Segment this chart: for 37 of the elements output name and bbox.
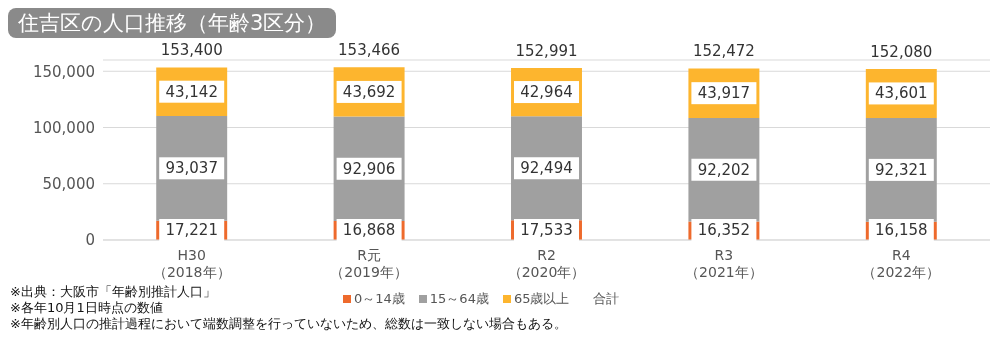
data-label: 92,321	[875, 160, 928, 179]
data-label: 16,158	[875, 221, 928, 239]
total-label: 152,080	[870, 42, 933, 61]
total-label: 152,991	[515, 41, 578, 60]
x-tick-label: R2（2020年）	[507, 247, 586, 280]
data-label: 92,906	[342, 159, 396, 178]
chart-title: 住吉区の人口推移（年齢3区分）	[8, 8, 337, 38]
text: ※各年10月1日時点の数値	[10, 300, 163, 315]
data-label: 17,533	[520, 221, 573, 239]
x-tick-label: R3（2021年）	[685, 247, 763, 280]
legend-label: 65歳以上	[512, 290, 570, 308]
y-tick-label: 150,000	[32, 62, 95, 81]
data-label: 93,037	[165, 159, 218, 178]
x-tick-label: R元（2019年）	[330, 247, 408, 280]
legend-label: 0～14歳	[353, 290, 405, 308]
data-label: 43,692	[342, 82, 396, 101]
data-label: 17,221	[165, 221, 218, 239]
data-label: 92,202	[697, 160, 751, 179]
y-tick-label: 50,000	[42, 175, 95, 194]
data-label: 42,964	[520, 83, 573, 102]
data-label: 16,352	[697, 221, 751, 239]
text: ※年齢別人口の推計過程において端数調整を行っていないため、総数は一致しない場合もある。	[10, 316, 567, 332]
data-label: 43,601	[875, 84, 928, 103]
x-tick-label: R4（2022年）	[862, 247, 941, 280]
x-tick-label: H30（2018年）	[152, 247, 231, 280]
data-label: 16,868	[342, 221, 396, 239]
text: ※出典：大阪市「年齢別推計人口」	[10, 284, 216, 299]
y-tick-label: 100,000	[32, 118, 95, 137]
total-label: 152,472	[692, 42, 755, 61]
data-label: 92,494	[520, 159, 573, 178]
y-tick-label: 0	[85, 231, 95, 250]
data-label: 43,142	[165, 82, 218, 101]
total-label: 153,466	[338, 41, 401, 60]
text: 合計	[593, 290, 620, 308]
total-label: 153,400	[160, 41, 223, 60]
legend-label: 15～64歳	[428, 290, 489, 308]
data-label: 43,917	[697, 84, 751, 103]
